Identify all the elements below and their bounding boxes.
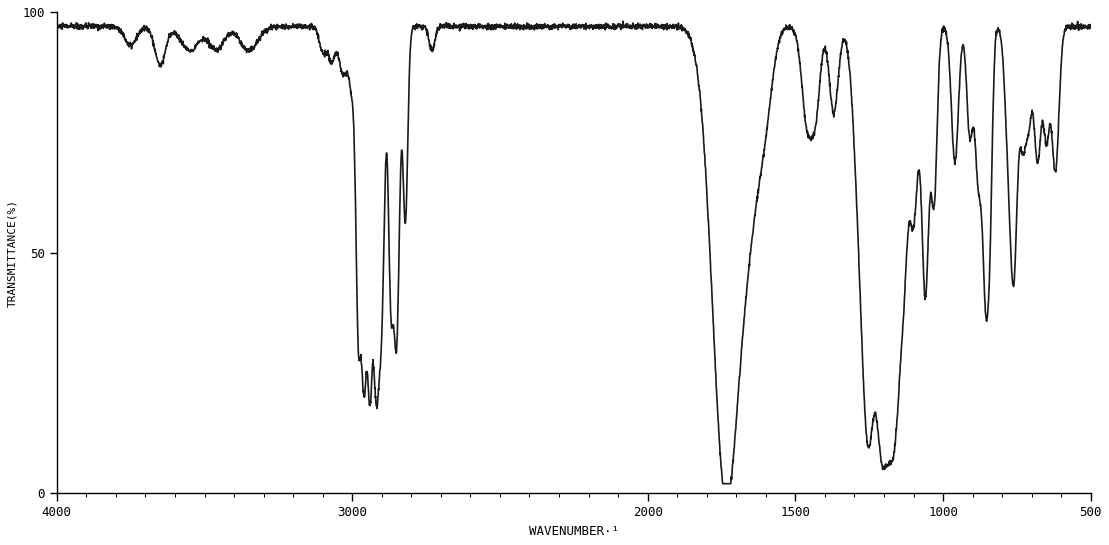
Y-axis label: TRANSMITTANCE(%): TRANSMITTANCE(%): [7, 198, 17, 307]
X-axis label: WAVENUMBER·¹: WAVENUMBER·¹: [529, 525, 619, 538]
